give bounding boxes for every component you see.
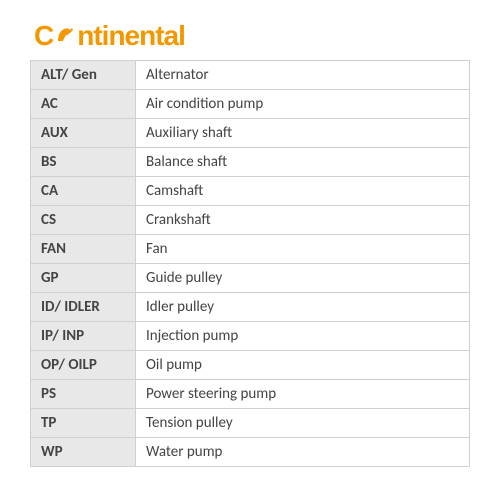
brand-name: Cntinental [34, 20, 185, 52]
desc-cell: Auxiliary shaft [136, 119, 470, 148]
table-row: CSCrankshaft [31, 206, 470, 235]
table-row: PSPower steering pump [31, 380, 470, 409]
table-row: WPWater pump [31, 438, 470, 467]
brand-c: C [34, 20, 53, 52]
abbr-cell: CA [31, 177, 136, 206]
table-row: CACamshaft [31, 177, 470, 206]
brand-logo: Cntinental [34, 20, 470, 52]
abbr-cell: ALT/ Gen [31, 61, 136, 90]
abbr-cell: FAN [31, 235, 136, 264]
abbr-cell: GP [31, 264, 136, 293]
desc-cell: Power steering pump [136, 380, 470, 409]
desc-cell: Oil pump [136, 351, 470, 380]
table-row: OP/ OILPOil pump [31, 351, 470, 380]
table-row: TPTension pulley [31, 409, 470, 438]
table-row: IP/ INPInjection pump [31, 322, 470, 351]
abbr-cell: IP/ INP [31, 322, 136, 351]
horse-icon [55, 25, 77, 43]
desc-cell: Camshaft [136, 177, 470, 206]
table-row: AUXAuxiliary shaft [31, 119, 470, 148]
abbr-cell: AUX [31, 119, 136, 148]
table-row: FANFan [31, 235, 470, 264]
table-body: ALT/ GenAlternatorACAir condition pumpAU… [31, 61, 470, 467]
desc-cell: Guide pulley [136, 264, 470, 293]
brand-rest: ntinental [77, 20, 185, 52]
desc-cell: Crankshaft [136, 206, 470, 235]
desc-cell: Air condition pump [136, 90, 470, 119]
desc-cell: Alternator [136, 61, 470, 90]
table-row: ID/ IDLERIdler pulley [31, 293, 470, 322]
table-row: ALT/ GenAlternator [31, 61, 470, 90]
abbr-cell: PS [31, 380, 136, 409]
abbr-cell: ID/ IDLER [31, 293, 136, 322]
abbr-cell: TP [31, 409, 136, 438]
desc-cell: Injection pump [136, 322, 470, 351]
desc-cell: Idler pulley [136, 293, 470, 322]
abbr-cell: WP [31, 438, 136, 467]
table-row: GPGuide pulley [31, 264, 470, 293]
abbr-cell: AC [31, 90, 136, 119]
desc-cell: Tension pulley [136, 409, 470, 438]
desc-cell: Fan [136, 235, 470, 264]
abbr-cell: OP/ OILP [31, 351, 136, 380]
desc-cell: Water pump [136, 438, 470, 467]
abbr-cell: CS [31, 206, 136, 235]
desc-cell: Balance shaft [136, 148, 470, 177]
abbr-cell: BS [31, 148, 136, 177]
table-row: BSBalance shaft [31, 148, 470, 177]
abbreviation-table: ALT/ GenAlternatorACAir condition pumpAU… [30, 60, 470, 467]
table-row: ACAir condition pump [31, 90, 470, 119]
